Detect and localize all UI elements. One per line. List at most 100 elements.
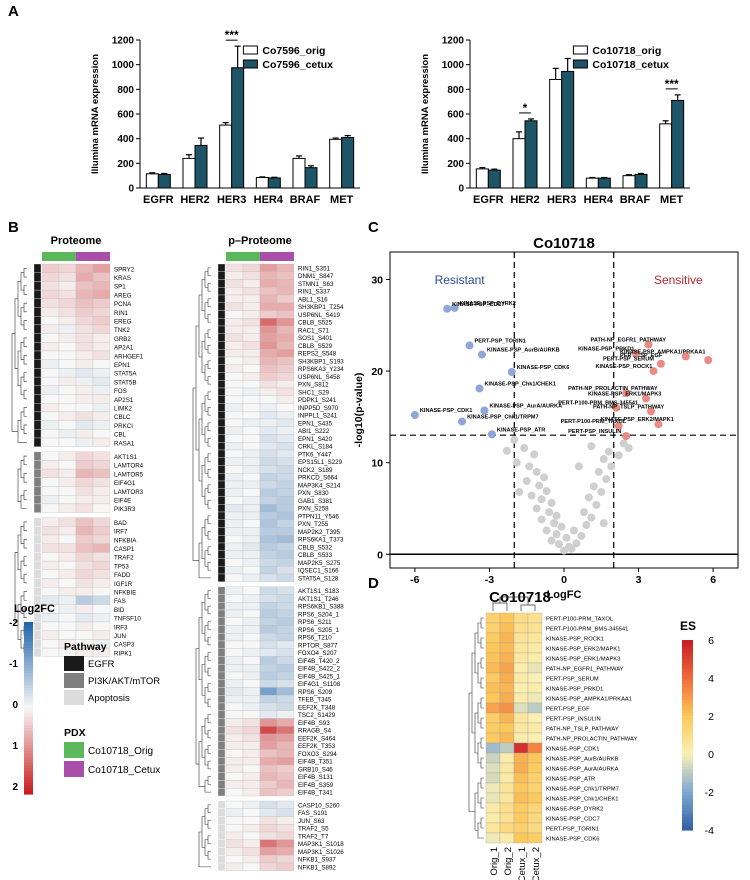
heatmap-cell [92,647,111,657]
heatmap-cell [225,824,244,833]
pathway-cell [33,477,42,487]
log2fc-colorbar-segment [24,639,33,643]
legend-label-co7596-cetux: Co7596_cetux [262,59,333,71]
ns-point [525,462,534,471]
heatmap-cell [242,542,261,551]
heatmap-cell [259,341,278,350]
heatmap-cell [225,671,244,680]
dendrogram-branch [207,683,211,692]
heatmap-cell [242,741,261,750]
heatmap-cell [225,364,244,373]
panel-label-d: D [368,575,379,592]
heatmap-cell [276,609,295,618]
heatmap-cell [58,350,77,360]
es-cell [485,692,501,704]
heatmap-cell [242,602,261,611]
heatmap-cell [259,617,278,626]
dendrogram-branch [204,364,208,381]
heatmap-cell [225,271,244,280]
es-cell [485,622,501,634]
ns-point [624,444,633,453]
pdx-label-co10718-cetux: Co10718_Cetux [88,765,160,776]
es-tick-label: 2 [708,711,714,723]
log2fc-legend-title: Log2FC [14,603,55,615]
heatmap-cell [58,324,77,334]
pathway-cell [217,602,226,611]
pathway-cell [33,639,42,649]
heatmap-cell [276,718,295,727]
ns-point [592,500,601,509]
ns-point [515,487,524,496]
pathway-cell [217,625,226,634]
es-colorbar-segment [682,700,693,704]
resistant-point [410,411,419,420]
pdx-label-co10718-orig: Co10718_Orig [88,746,153,757]
pathway-cell [217,656,226,665]
es-cell [513,822,529,834]
ns-point [577,531,586,540]
heatmap-cell [92,468,111,478]
point-label-kinase-psp-chk1-trpm7: KINASE-PSP_Chk1/TRPM7 [467,414,538,420]
es-row-label-kinase-psp-cdk6: KINASE-PSP_CDK6 [546,837,599,843]
heatmap-cell [242,718,261,727]
legend-swatch-co7596-cetux [242,59,258,69]
heatmap-cell [276,839,295,848]
es-cell [527,752,543,764]
pathway-cell [33,316,42,326]
heatmap-cell [259,733,278,742]
pathway-cell [217,862,226,871]
row-label-stmn1-s63: STMN1_S63 [298,281,334,288]
heatmap-cell [259,640,278,649]
pathway-cell [217,279,226,288]
heatmap-cell [259,687,278,696]
pproteome-pdx-bar [226,252,243,261]
heatmap-cell [75,411,94,421]
heatmap-cell [259,710,278,719]
pathway-cell [33,451,42,461]
heatmap-cell [225,710,244,719]
heatmap-cell [259,333,278,342]
pathway-cell [33,578,42,588]
es-cell [527,812,543,824]
dendrogram-branch [201,279,205,311]
heatmap-cell [75,526,94,536]
heatmap-cell [225,504,244,513]
row-label-bid: BID [114,607,125,614]
heatmap-cell [242,800,261,809]
dendrogram-branch [480,737,484,749]
ns-point [557,522,566,531]
heatmap-cell [242,573,261,582]
pathway-cell [33,350,42,360]
heatmap-cell [225,847,244,856]
ns-point [614,451,623,460]
row-label-akt1s1: AKT1S1 [114,454,138,461]
heatmap-cell [92,569,111,579]
pathway-cell [217,488,226,497]
pathway-cell [33,385,42,395]
es-cell [499,812,515,824]
heatmap-cell [259,808,278,817]
heatmap-cell [225,757,244,766]
row-label-pcna: PCNA [114,301,132,308]
bar-co7596-cetux-her4 [267,177,281,189]
es-colorbar-segment [682,725,693,730]
es-cell [485,792,501,804]
heatmap-cell [92,333,111,343]
y-tick-label: 10 [371,458,383,470]
dendrogram-branch [477,702,481,724]
dendrogram-branch [204,718,208,735]
dendrogram-branch [207,605,211,615]
point-label-path-np-egfr1-pathway: PATH-NP_EGFR1_PATHWAY [591,338,667,344]
es-cell [513,612,529,624]
log2fc-colorbar-segment [24,713,33,718]
heatmap-cell [259,772,278,781]
legend-label-co10718-cetux: Co10718_cetux [592,59,669,71]
pathway-swatch-egfr [64,656,84,671]
es-cell [527,762,543,774]
row-label-eif4b-s131: EIF4B_S131 [298,774,334,781]
es-colorbar-segment [682,776,693,780]
heatmap-cell [41,263,60,273]
row-label-rps6-s204-1: RPS6_S204_1 [298,611,339,618]
es-colorbar-segment [682,750,693,755]
